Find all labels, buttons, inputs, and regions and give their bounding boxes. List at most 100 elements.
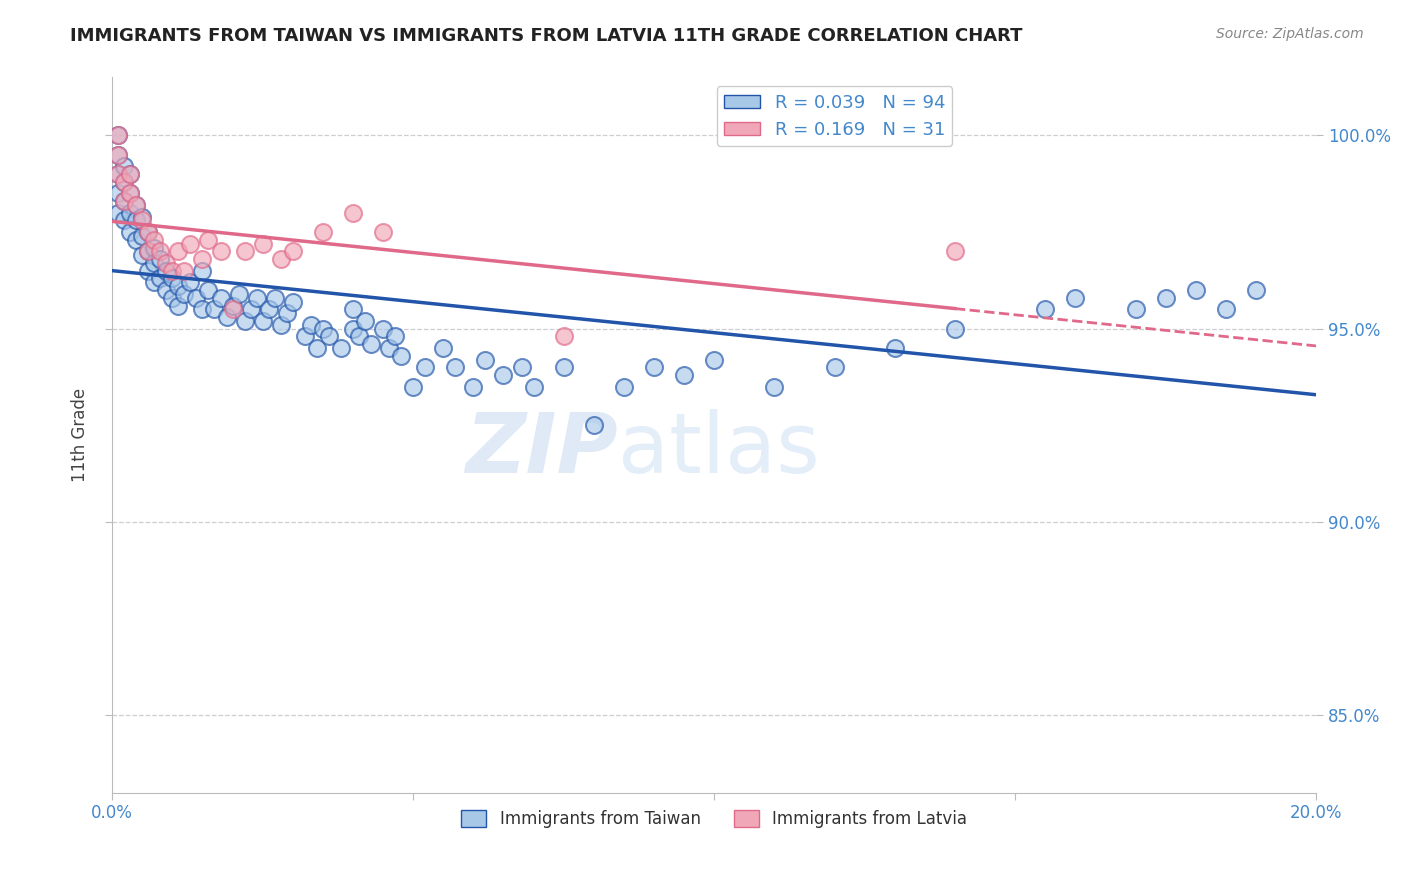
Point [384,329,406,343]
Text: ZIP: ZIP [465,409,617,490]
Point [463,380,485,394]
Point [378,341,401,355]
Point [131,229,153,244]
Text: Source: ZipAtlas.com: Source: ZipAtlas.com [1216,27,1364,41]
Point [824,360,846,375]
Point [492,368,515,383]
Point [112,160,135,174]
Point [444,360,467,375]
Point [413,360,436,375]
Y-axis label: 11th Grade: 11th Grade [72,388,89,482]
Point [155,256,177,270]
Text: atlas: atlas [617,409,820,490]
Point [197,283,219,297]
Point [179,236,201,251]
Point [553,360,575,375]
Point [191,264,214,278]
Point [143,233,166,247]
Point [252,236,274,251]
Point [107,147,129,161]
Point [510,360,533,375]
Point [1064,291,1087,305]
Point [215,310,238,325]
Point [131,210,153,224]
Point [197,233,219,247]
Point [173,264,195,278]
Point [186,291,208,305]
Point [246,291,269,305]
Point [162,291,184,305]
Point [360,337,382,351]
Point [673,368,696,383]
Point [329,341,352,355]
Point [131,213,153,227]
Point [553,329,575,343]
Point [204,302,226,317]
Point [120,225,142,239]
Point [136,264,159,278]
Point [239,302,262,317]
Point [107,167,129,181]
Point [125,198,148,212]
Point [643,360,665,375]
Point [112,194,135,209]
Point [209,244,232,259]
Point [257,302,280,317]
Point [221,302,243,317]
Point [354,314,377,328]
Point [179,276,201,290]
Point [107,206,129,220]
Point [221,299,243,313]
Point [318,329,340,343]
Point [149,271,172,285]
Point [299,318,322,332]
Point [112,175,135,189]
Point [120,206,142,220]
Point [276,306,298,320]
Point [155,264,177,278]
Point [112,175,135,189]
Point [281,294,304,309]
Point [1125,302,1147,317]
Point [402,380,425,394]
Point [107,186,129,201]
Point [474,352,496,367]
Text: IMMIGRANTS FROM TAIWAN VS IMMIGRANTS FROM LATVIA 11TH GRADE CORRELATION CHART: IMMIGRANTS FROM TAIWAN VS IMMIGRANTS FRO… [70,27,1022,45]
Point [1244,283,1267,297]
Legend: Immigrants from Taiwan, Immigrants from Latvia: Immigrants from Taiwan, Immigrants from … [454,803,974,834]
Point [120,167,142,181]
Point [136,225,159,239]
Point [191,302,214,317]
Point [125,233,148,247]
Point [120,167,142,181]
Point [136,225,159,239]
Point [191,252,214,267]
Point [155,283,177,297]
Point [347,329,370,343]
Point [162,264,184,278]
Point [228,287,250,301]
Point [120,186,142,201]
Point [107,128,129,143]
Point [943,244,966,259]
Point [233,314,256,328]
Point [167,299,190,313]
Point [125,198,148,212]
Point [305,341,328,355]
Point [149,252,172,267]
Point [233,244,256,259]
Point [342,206,364,220]
Point [270,318,292,332]
Point [107,147,129,161]
Point [209,291,232,305]
Point [107,167,129,181]
Point [389,349,412,363]
Point [112,194,135,209]
Point [162,271,184,285]
Point [143,256,166,270]
Point [281,244,304,259]
Point [252,314,274,328]
Point [582,418,605,433]
Point [136,244,159,259]
Point [883,341,905,355]
